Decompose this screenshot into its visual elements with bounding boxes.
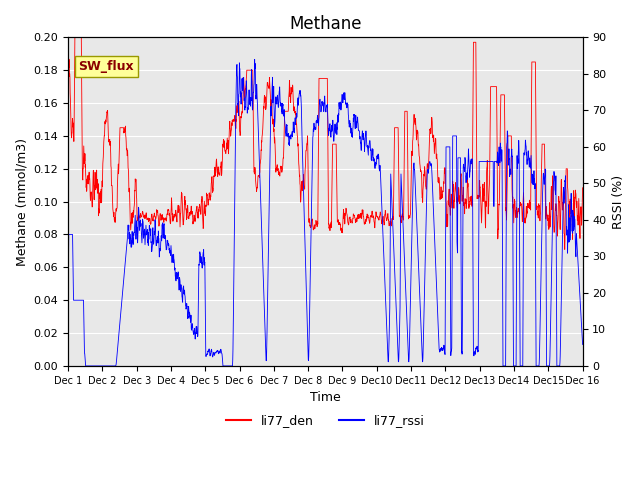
li77_rssi (64, 290, 72, 296)
Text: SW_flux: SW_flux (78, 60, 134, 73)
li77_den (71, 1, 79, 7)
Y-axis label: Methane (mmol/m3): Methane (mmol/m3) (15, 138, 28, 265)
li77_den (561, 247, 568, 252)
li77_den (64, 60, 72, 66)
Line: li77_den: li77_den (68, 4, 582, 250)
li77_rssi (207, 347, 215, 352)
Legend: li77_den, li77_rssi: li77_den, li77_rssi (221, 409, 429, 432)
Y-axis label: RSSI (%): RSSI (%) (612, 175, 625, 228)
li77_rssi (351, 118, 359, 123)
li77_rssi (548, 252, 556, 258)
li77_den (548, 202, 556, 207)
li77_den (208, 175, 216, 181)
li77_rssi (251, 57, 259, 62)
li77_den (475, 192, 483, 198)
li77_rssi (475, 206, 483, 212)
li77_rssi (579, 342, 586, 348)
Line: li77_rssi: li77_rssi (68, 60, 582, 366)
X-axis label: Time: Time (310, 391, 340, 404)
li77_den (340, 216, 348, 221)
li77_den (579, 185, 586, 191)
li77_den (351, 216, 359, 222)
li77_rssi (340, 97, 348, 103)
Title: Methane: Methane (289, 15, 362, 33)
li77_rssi (534, 363, 541, 369)
li77_rssi (219, 363, 227, 369)
li77_den (534, 212, 541, 218)
